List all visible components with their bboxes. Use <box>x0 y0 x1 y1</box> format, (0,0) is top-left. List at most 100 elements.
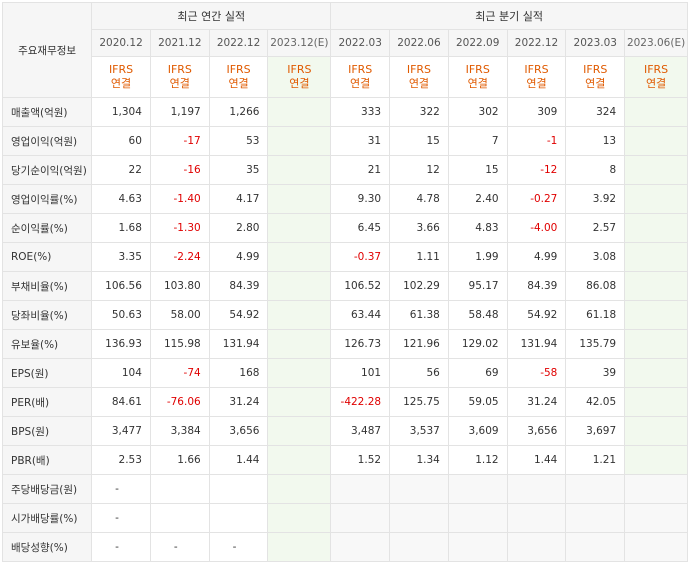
table-row: 주당배당금(원) - <box>1 474 688 504</box>
annual-value-cell <box>208 503 269 533</box>
annual-value-cell <box>149 474 210 504</box>
quarterly-value-cell: 121.96 <box>389 329 449 359</box>
annual-value-cell: 106.56 <box>91 271 151 301</box>
row-label: BPS(원) <box>1 416 93 446</box>
row-label: 시가배당률(%) <box>1 503 93 533</box>
table-row: PER(배) 84.61 -76.06 31.24 -422.28 125.75 59.05… <box>1 387 688 417</box>
standard-line1: IFRS <box>643 63 669 76</box>
quarterly-value-cell <box>624 358 688 388</box>
table-row: 부채비율(%) 106.56 103.80 84.39 106.52 102.29 95.1… <box>1 271 688 301</box>
annual-value-cell <box>267 97 332 127</box>
quarterly-value-cell: 4.83 <box>447 213 508 243</box>
quarterly-empty-cell <box>565 474 626 504</box>
annual-value-cell: 84.61 <box>91 387 151 417</box>
quarterly-value-cell <box>624 184 688 214</box>
annual-value-cell: 1,266 <box>208 97 269 127</box>
quarterly-value-cell: 3.08 <box>565 242 626 272</box>
standard-line2: 연결 <box>526 77 547 90</box>
annual-value-cell: 4.63 <box>91 184 151 214</box>
quarterly-empty-cell <box>624 474 688 504</box>
row-label: PBR(배) <box>1 445 93 475</box>
table-row: 영업이익(억원) 60 -17 53 31 15 7 -1 13 <box>1 126 688 156</box>
quarterly-value-cell <box>624 213 688 243</box>
quarterly-value-cell: 3,537 <box>389 416 449 446</box>
table-row: 유보율(%) 136.93 115.98 131.94 126.73 121.96 129.… <box>1 329 688 359</box>
annual-value-cell: -74 <box>149 358 210 388</box>
quarterly-value-cell: 1.11 <box>389 242 449 272</box>
quarterly-value-cell <box>624 445 688 475</box>
quarterly-empty-cell <box>565 503 626 533</box>
accounting-standard-cell: IFRS 연결 <box>91 56 151 98</box>
annual-value-cell <box>267 155 332 185</box>
quarterly-empty-cell <box>389 503 449 533</box>
annual-value-cell: 3,384 <box>149 416 210 446</box>
quarterly-value-cell: 6.45 <box>330 213 391 243</box>
annual-value-cell <box>267 126 332 156</box>
annual-group-header: 최근 연간 실적 <box>91 2 332 30</box>
row-label: 당기순이익(억원) <box>1 155 93 185</box>
standard-line2: 연결 <box>585 77 606 90</box>
quarterly-value-cell <box>624 416 688 446</box>
standard-line1: IFRS <box>583 63 608 76</box>
quarterly-value-cell: -0.27 <box>506 184 567 214</box>
annual-value-cell: 1,197 <box>149 97 210 127</box>
annual-value-cell: 4.17 <box>208 184 269 214</box>
quarterly-value-cell: 12 <box>389 155 449 185</box>
annual-value-cell: 168 <box>208 358 269 388</box>
quarterly-value-cell: 63.44 <box>330 300 391 330</box>
annual-value-cell: -17 <box>149 126 210 156</box>
annual-value-cell: 50.63 <box>91 300 151 330</box>
annual-value-cell: 136.93 <box>91 329 151 359</box>
accounting-standard-cell: IFRS 연결 <box>389 56 449 98</box>
annual-value-cell: 31.24 <box>208 387 269 417</box>
standard-line1: IFRS <box>406 63 432 76</box>
annual-value-cell: 104 <box>91 358 151 388</box>
quarterly-value-cell: 15 <box>389 126 449 156</box>
row-label: 당좌비율(%) <box>1 300 93 330</box>
annual-value-cell: 1.66 <box>149 445 210 475</box>
row-label: 순이익률(%) <box>1 213 93 243</box>
table-row: 시가배당률(%) - <box>1 503 688 533</box>
quarterly-value-cell: -1 <box>506 126 567 156</box>
accounting-standard-cell: IFRS 연결 <box>447 56 508 98</box>
row-label: 영업이익률(%) <box>1 184 93 214</box>
table-row: 배당성향(%) - - - <box>1 532 688 562</box>
row-label: PER(배) <box>1 387 93 417</box>
standard-line1: IFRS <box>287 63 312 76</box>
quarterly-empty-cell <box>506 474 567 504</box>
table-row: 영업이익률(%) 4.63 -1.40 4.17 9.30 4.78 2.40 -0.27 3.… <box>1 184 688 214</box>
annual-value-cell <box>267 300 332 330</box>
quarterly-value-cell: 2.40 <box>447 184 508 214</box>
standard-line1: IFRS <box>226 63 251 76</box>
quarterly-value-cell: 39 <box>565 358 626 388</box>
quarterly-value-cell: 58.48 <box>447 300 508 330</box>
quarterly-value-cell: 9.30 <box>330 184 391 214</box>
annual-value-cell: 22 <box>91 155 151 185</box>
quarterly-value-cell <box>624 155 688 185</box>
quarterly-value-cell: 56 <box>389 358 449 388</box>
accounting-standard-cell: IFRS 연결 <box>208 56 269 98</box>
quarterly-value-cell <box>624 126 688 156</box>
annual-value-cell: -1.40 <box>149 184 210 214</box>
corner-label: 주요재무정보 <box>1 2 93 98</box>
annual-value-cell: - <box>149 532 210 562</box>
table-row: 매출액(억원) 1,304 1,197 1,266 333 322 302 309 324 <box>1 97 688 127</box>
annual-value-cell: 54.92 <box>208 300 269 330</box>
quarterly-value-cell: 3,697 <box>565 416 626 446</box>
annual-value-cell: 58.00 <box>149 300 210 330</box>
quarterly-value-cell: 101 <box>330 358 391 388</box>
annual-value-cell: 131.94 <box>208 329 269 359</box>
quarterly-value-cell: 129.02 <box>447 329 508 359</box>
quarterly-value-cell: 3,487 <box>330 416 391 446</box>
quarterly-empty-cell <box>624 503 688 533</box>
quarterly-value-cell <box>624 387 688 417</box>
quarterly-value-cell: -4.00 <box>506 213 567 243</box>
quarterly-value-cell: 69 <box>447 358 508 388</box>
quarterly-value-cell: 324 <box>565 97 626 127</box>
quarterly-value-cell: 1.21 <box>565 445 626 475</box>
quarterly-value-cell: -58 <box>506 358 567 388</box>
quarterly-value-cell: 1.52 <box>330 445 391 475</box>
standard-line2: 연결 <box>350 77 371 90</box>
annual-value-cell: 60 <box>91 126 151 156</box>
